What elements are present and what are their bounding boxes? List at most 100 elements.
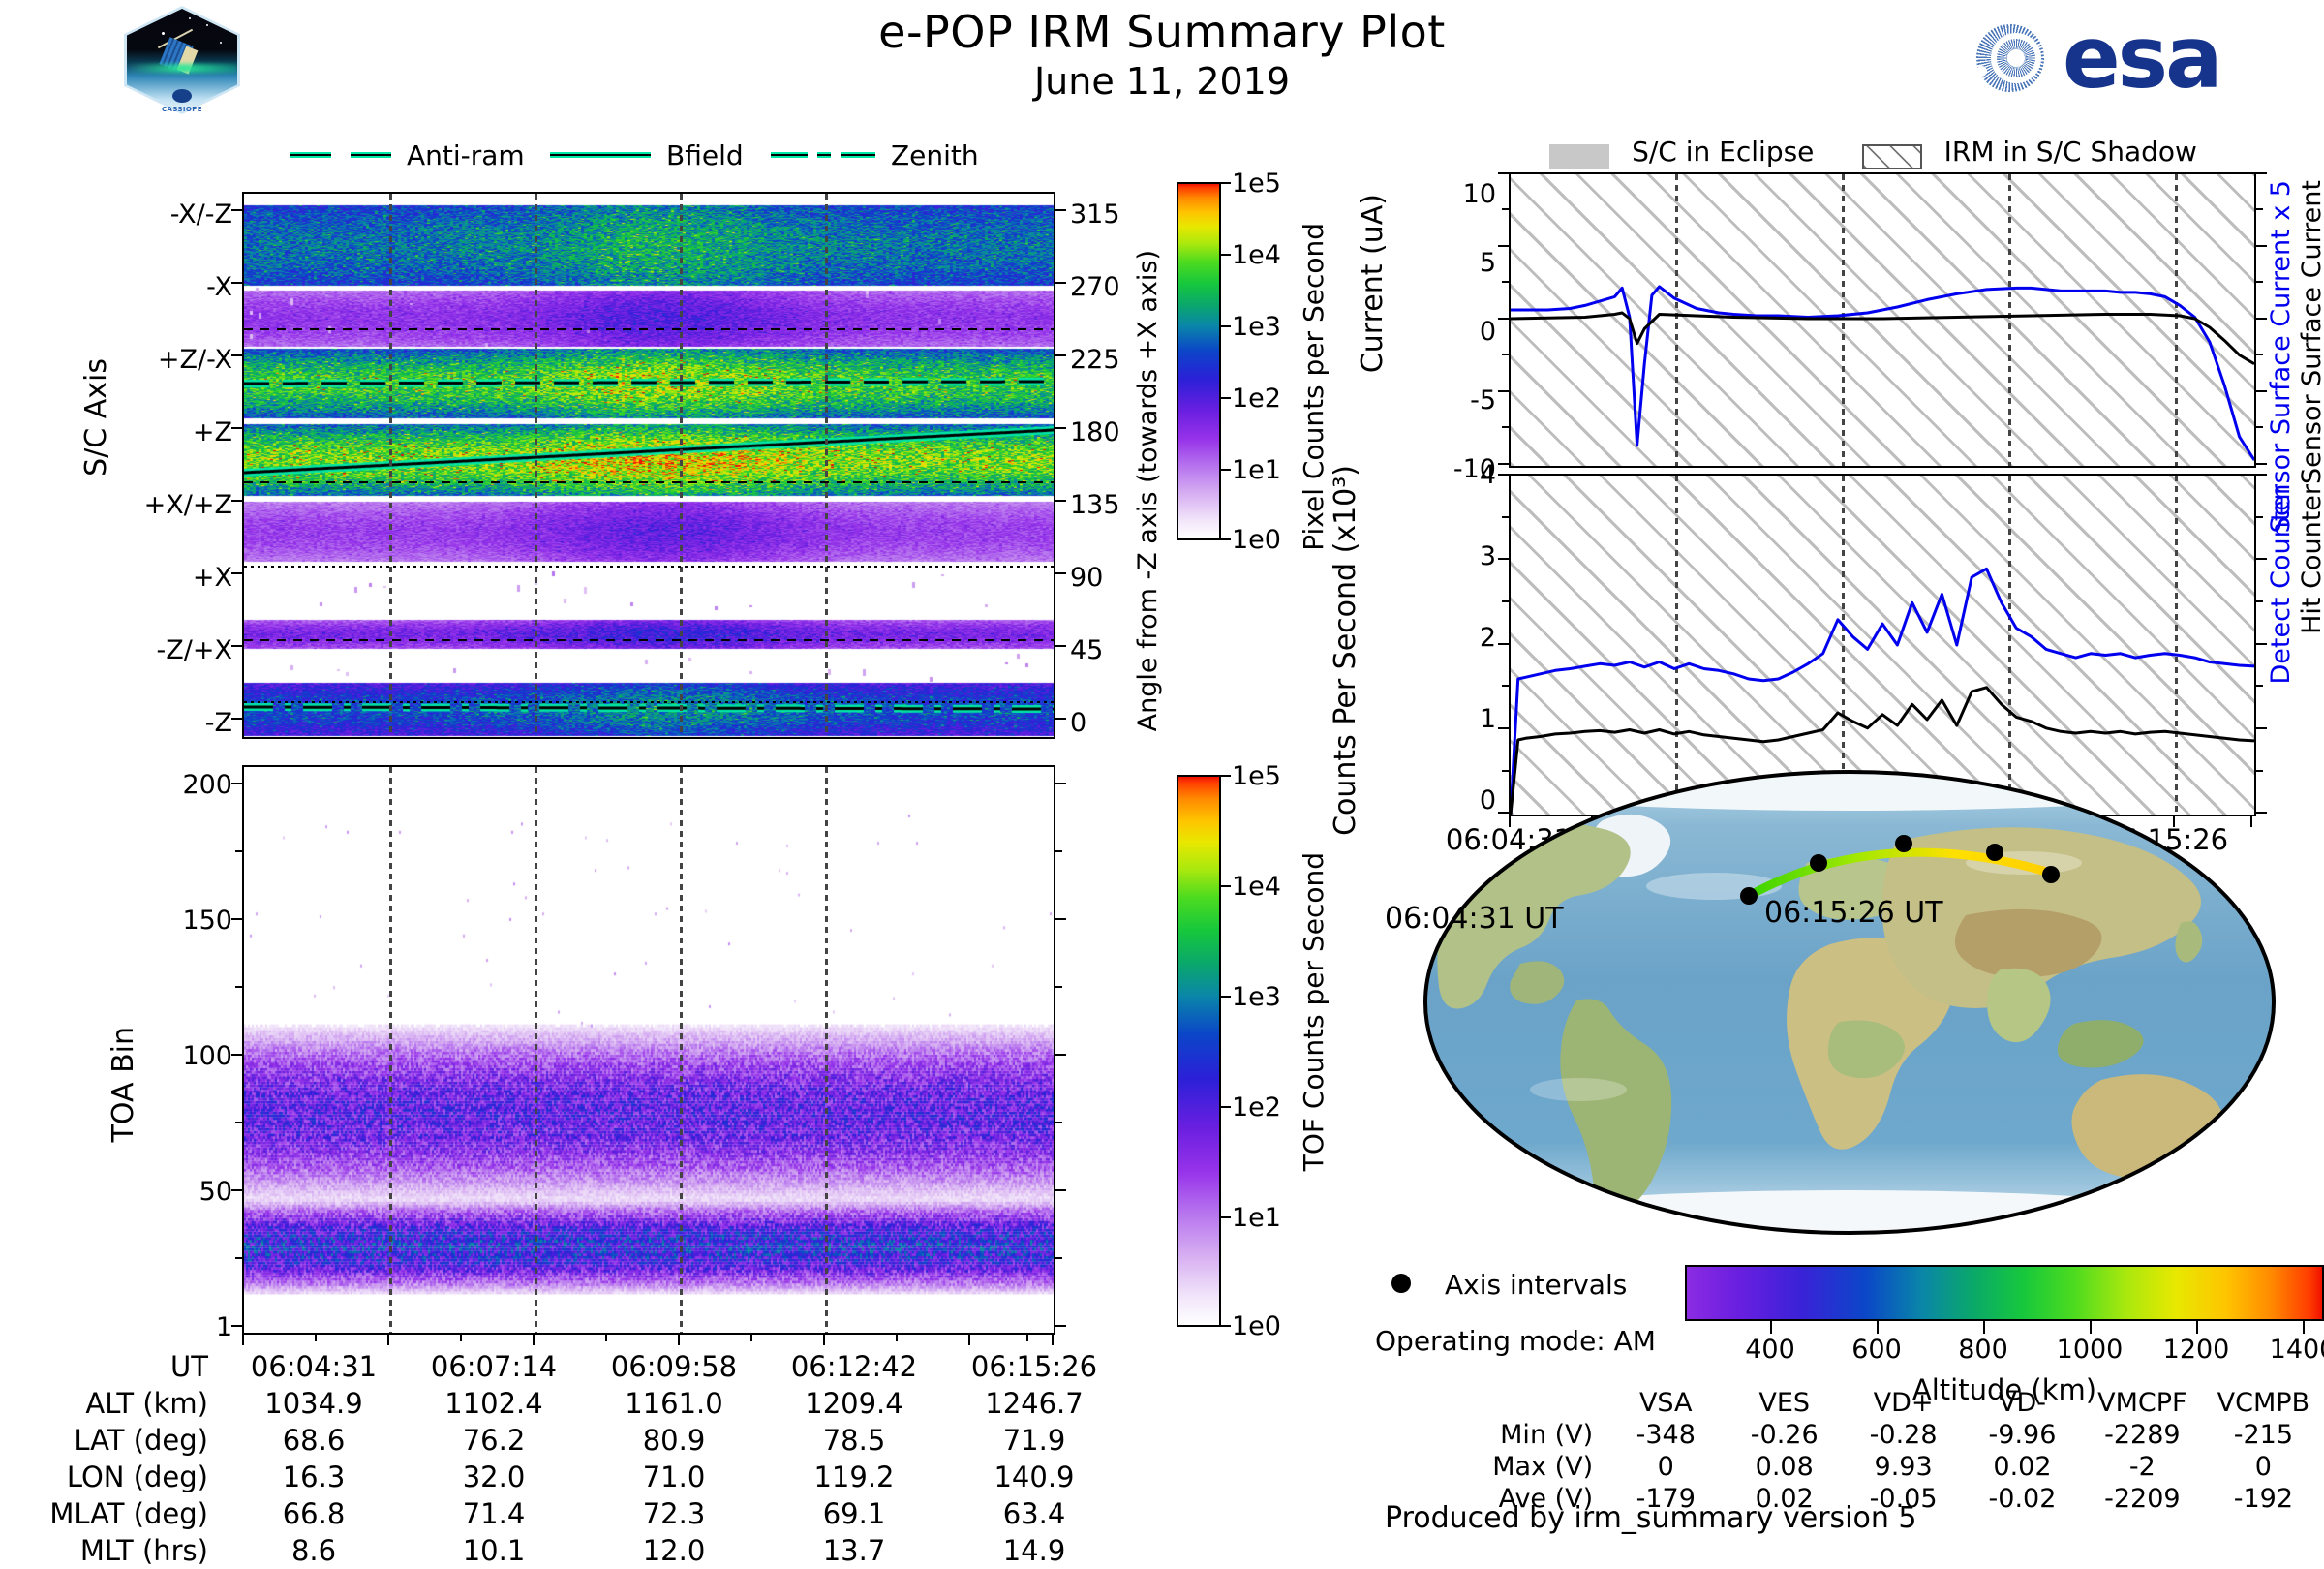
ephemeris-cell: 69.1	[822, 1497, 886, 1530]
toa-bin-spectrogram	[242, 765, 1055, 1335]
ephemeris-cell: 06:04:31	[250, 1350, 378, 1383]
voltage-row-label: Min (V)	[1500, 1420, 1594, 1450]
legend-label-anti-ram: Anti-ram	[407, 139, 525, 171]
irm-shadow-swatch	[1861, 143, 1922, 169]
ytick-cur-neg10: -10	[1452, 454, 1496, 484]
ytick-sc-7: -Z	[204, 708, 232, 738]
legend-label-bfield: Bfield	[666, 139, 744, 171]
legend-line-zenith	[771, 149, 875, 161]
altitude-colorbar	[1685, 1265, 2324, 1321]
ephemeris-cell: 140.9	[994, 1461, 1075, 1493]
voltage-cell: -0.28	[1869, 1420, 1938, 1450]
ephemeris-cell: 32.0	[462, 1461, 526, 1493]
ephemeris-row-label: UT	[170, 1350, 208, 1383]
ytick-angle-180: 180	[1070, 417, 1120, 447]
axis-label-current: Current (uA)	[1356, 194, 1390, 374]
ytick-cps-3: 3	[1479, 541, 1496, 571]
voltage-column-header: VMCPF	[2097, 1388, 2187, 1418]
cb1-label-1e5: 1e5	[1232, 169, 1281, 199]
ephemeris-row-label: LON (deg)	[66, 1461, 208, 1493]
ephemeris-cell: 1209.4	[805, 1387, 903, 1420]
esa-logo: esa	[1962, 8, 2310, 108]
ytick-sc-4: +X/+Z	[143, 490, 232, 520]
colorbar-title-tof-counts: TOF Counts per Second	[1298, 852, 1330, 1172]
axis-intervals-label: Axis intervals	[1445, 1269, 1628, 1301]
ephemeris-cell: 119.2	[813, 1461, 895, 1493]
series-detect-counter	[1511, 567, 2254, 815]
table-row: Min (V) -348 -0.26 -0.28 -9.96 -2289 -215	[1464, 1419, 2324, 1451]
ytick-sc-2: +Z/-X	[157, 345, 232, 375]
voltage-column-header: VSA	[1638, 1388, 1693, 1418]
map-end-time-label: 06:15:26 UT	[1764, 896, 1943, 930]
ytick-cps-1: 1	[1479, 704, 1496, 734]
voltage-cell: 0.02	[1993, 1452, 2052, 1482]
cb1-label-1e1: 1e1	[1232, 455, 1281, 485]
current-plot	[1509, 172, 2256, 468]
ephemeris-table: UT 06:04:31 06:07:14 06:09:58 06:12:42 06:15:…	[0, 1348, 1210, 1569]
esa-wordmark: esa	[2063, 8, 2222, 108]
voltage-row-label: Ave (V)	[1498, 1484, 1594, 1514]
voltage-cell: -2289	[2104, 1420, 2181, 1450]
voltage-table-corner	[1464, 1387, 1606, 1419]
cassiope-mission-logo: CASSIOPE	[124, 6, 240, 114]
ephemeris-cell: 12.0	[642, 1534, 706, 1567]
table-row: MLT (hrs) 8.6 10.1 12.0 13.7 14.9	[0, 1532, 1124, 1569]
cb1-label-1e4: 1e4	[1232, 240, 1281, 270]
ephemeris-cell: 06:12:42	[790, 1350, 918, 1383]
pixel-counts-colorbar	[1177, 182, 1221, 540]
ytick-cur-10: 10	[1462, 179, 1496, 209]
cb2-label-1e0: 1e0	[1232, 1311, 1281, 1341]
voltage-cell: 0.02	[1755, 1484, 1814, 1514]
ephemeris-cell: 72.3	[642, 1497, 706, 1530]
series-sensor-surface-current-x-5	[1511, 285, 2254, 461]
voltage-column-header: VCMPB	[2217, 1388, 2310, 1418]
tof-counts-colorbar-ticks	[1177, 775, 1231, 1327]
ytick-cur-5: 5	[1479, 248, 1496, 278]
ytick-cps-2: 2	[1479, 623, 1496, 653]
orbit-world-map: 06:04:31 UT 06:15:26 UT	[1385, 770, 2276, 1235]
table-row: Ave (V) -179 0.02 -0.05 -0.02 -2209 -192	[1464, 1483, 2324, 1515]
colorbar-title-pixel-counts: Pixel Counts per Second	[1298, 223, 1330, 551]
ytick-toa-100: 100	[182, 1041, 232, 1071]
ytick-sc-1: -X	[206, 272, 232, 302]
ytick-sc-3: +Z	[192, 417, 232, 447]
voltage-cell: -2209	[2104, 1484, 2181, 1514]
ytick-toa-50: 50	[199, 1177, 232, 1207]
ephemeris-row-label: ALT (km)	[85, 1387, 208, 1420]
ytick-toa-150: 150	[182, 906, 232, 936]
ytick-cps-4: 4	[1479, 460, 1496, 490]
ephemeris-cell: 13.7	[822, 1534, 886, 1567]
alt-tick-1400: 1400	[2269, 1335, 2324, 1365]
axis-label-sensor-surface-current-x5: Sensor Surface Current x 5	[2266, 180, 2296, 534]
voltage-cell: 0.08	[1755, 1452, 1814, 1482]
ytick-cur-neg5: -5	[1470, 385, 1496, 415]
ephemeris-cell: 80.9	[642, 1424, 706, 1457]
series-sensor-surface-current	[1511, 311, 2254, 365]
counts-per-second-plot	[1509, 474, 2256, 816]
cb2-label-1e2: 1e2	[1232, 1092, 1281, 1123]
ephemeris-cell: 71.4	[462, 1497, 526, 1530]
ephemeris-cell: 66.8	[282, 1497, 346, 1530]
alt-tick-800: 800	[1958, 1335, 2008, 1365]
table-row: Max (V) 0 0.08 9.93 0.02 -2 0	[1464, 1451, 2324, 1483]
table-row: MLAT (deg) 66.8 71.4 72.3 69.1 63.4	[0, 1495, 1124, 1532]
voltage-cell: -179	[1636, 1484, 1696, 1514]
ytick-angle-90: 90	[1070, 563, 1104, 593]
legend-label-sc-eclipse: S/C in Eclipse	[1632, 136, 1815, 168]
ytick-angle-0: 0	[1070, 708, 1087, 738]
cassiope-logo-text: CASSIOPE	[162, 106, 202, 113]
eclipse-swatch	[1549, 143, 1609, 169]
voltage-cell: -348	[1636, 1420, 1696, 1450]
voltage-cell: -192	[2233, 1484, 2294, 1514]
ytick-cps-0: 0	[1479, 785, 1496, 815]
voltage-column-header: VES	[1758, 1388, 1811, 1418]
ytick-angle-135: 135	[1070, 490, 1120, 520]
sc-axis-angle-spectrogram	[242, 192, 1055, 739]
voltage-row-label: Max (V)	[1492, 1452, 1594, 1482]
map-start-time-label: 06:04:31 UT	[1385, 902, 1564, 936]
ephemeris-cell: 1034.9	[264, 1387, 363, 1420]
alt-tick-1000: 1000	[2056, 1335, 2124, 1365]
table-row: LON (deg) 16.3 32.0 71.0 119.2 140.9	[0, 1459, 1124, 1495]
ephemeris-cell: 71.9	[1002, 1424, 1066, 1457]
ephemeris-cell: 1161.0	[625, 1387, 723, 1420]
